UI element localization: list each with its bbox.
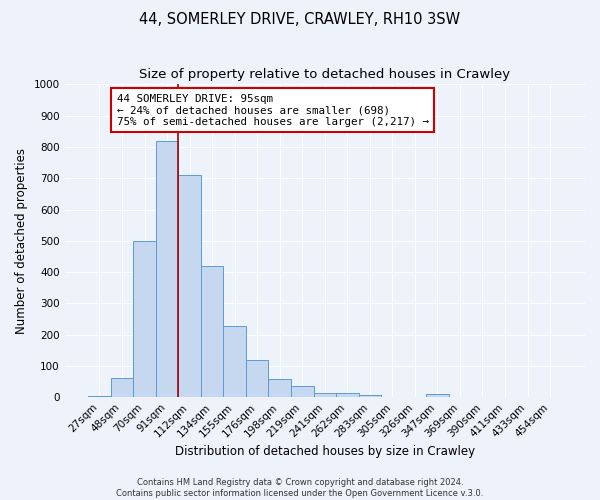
Bar [359, 394, 381, 397]
Title: Size of property relative to detached houses in Crawley: Size of property relative to detached ho… [139, 68, 511, 80]
X-axis label: Distribution of detached houses by size in Crawley: Distribution of detached houses by size … [175, 444, 475, 458]
Bar [268, 379, 291, 397]
Bar [156, 140, 178, 397]
Text: Contains HM Land Registry data © Crown copyright and database right 2024.
Contai: Contains HM Land Registry data © Crown c… [116, 478, 484, 498]
Bar [201, 266, 223, 397]
Bar [133, 241, 156, 397]
Bar [336, 394, 359, 397]
Bar [88, 396, 111, 397]
Bar [223, 326, 246, 397]
Bar [246, 360, 268, 397]
Bar [178, 175, 201, 397]
Text: 44 SOMERLEY DRIVE: 95sqm
← 24% of detached houses are smaller (698)
75% of semi-: 44 SOMERLEY DRIVE: 95sqm ← 24% of detach… [116, 94, 428, 127]
Bar [111, 378, 133, 397]
Bar [314, 392, 336, 397]
Bar [291, 386, 314, 397]
Y-axis label: Number of detached properties: Number of detached properties [15, 148, 28, 334]
Bar [426, 394, 449, 397]
Text: 44, SOMERLEY DRIVE, CRAWLEY, RH10 3SW: 44, SOMERLEY DRIVE, CRAWLEY, RH10 3SW [139, 12, 461, 28]
